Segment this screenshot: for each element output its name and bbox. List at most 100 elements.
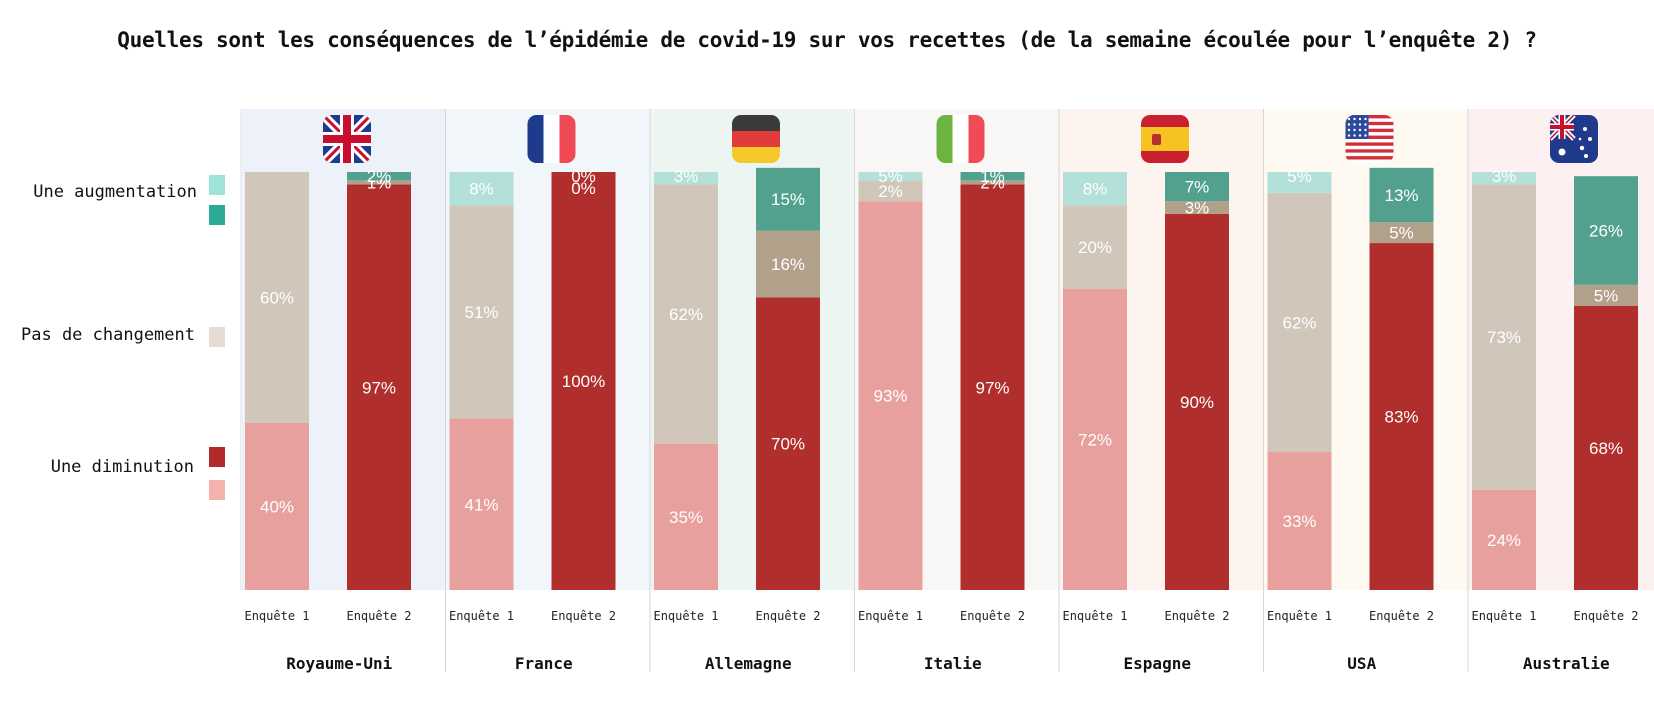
bar-segment-decrease xyxy=(1165,213,1229,591)
data-label: 97% xyxy=(362,378,396,397)
bars: 40% 60% 97% 1% 2% 41% 51% 8% 100% 0%0% 35% 62% 3% 70%… xyxy=(245,167,1638,591)
chart-title: Quelles sont les conséquences de l’épidé… xyxy=(117,28,1537,52)
bar-segment-decrease xyxy=(654,443,718,590)
bar-segment-decrease xyxy=(1267,452,1332,590)
bar-segment-nochange xyxy=(756,230,820,298)
bar-segment-decrease xyxy=(1472,489,1536,590)
bar-segment-nochange xyxy=(1165,201,1229,214)
bar-segment-nochange xyxy=(858,180,923,202)
data-label: 1% xyxy=(980,167,1005,186)
bar-segment-increase xyxy=(756,167,820,231)
bar-segment-increase xyxy=(1369,167,1434,223)
data-label: 7% xyxy=(1185,178,1210,197)
data-label: 97% xyxy=(975,378,1009,397)
bar-segment-increase xyxy=(858,172,923,181)
data-label: 60% xyxy=(260,288,294,307)
survey-label: Enquête 1 xyxy=(244,609,309,623)
country-label: Espagne xyxy=(1124,654,1191,673)
data-label: 100% xyxy=(562,372,605,391)
bar-segment-increase xyxy=(1063,172,1127,206)
survey-label: Enquête 2 xyxy=(755,609,820,623)
data-label: 15% xyxy=(771,190,805,209)
survey-label: Enquête 1 xyxy=(858,609,923,623)
legend: Une augmentation Pas de changement Une d… xyxy=(21,175,225,500)
flag-fr-icon xyxy=(527,115,576,163)
bar-segment-decrease xyxy=(245,422,309,590)
data-label: 70% xyxy=(771,435,805,454)
legend-swatch-increase-1 xyxy=(209,175,225,195)
flag-it-icon xyxy=(936,115,985,163)
data-label: 8% xyxy=(469,180,494,199)
data-label: 90% xyxy=(1180,393,1214,412)
bar-segment-decrease xyxy=(858,201,923,590)
data-label: 2% xyxy=(367,167,392,186)
bar-segment-increase xyxy=(449,172,514,206)
data-label: 2% xyxy=(878,182,903,201)
bar-segment-decrease xyxy=(1063,289,1127,590)
data-label: 20% xyxy=(1078,238,1112,257)
country-label: USA xyxy=(1347,654,1376,673)
legend-swatch-decrease-2 xyxy=(209,480,225,500)
bar-segment-decrease xyxy=(449,418,514,590)
bar-segment-decrease xyxy=(551,172,616,590)
data-label: 8% xyxy=(1083,180,1108,199)
bar-segment-decrease xyxy=(756,297,820,590)
legend-swatch-nochange xyxy=(209,327,225,347)
bar-segment-nochange xyxy=(347,180,411,185)
survey-label: Enquête 2 xyxy=(1369,609,1434,623)
data-label: 3% xyxy=(1185,199,1210,218)
bar-segment-decrease xyxy=(1574,305,1638,590)
data-label: 41% xyxy=(464,495,498,514)
data-label: 73% xyxy=(1487,328,1521,347)
survey-label: Enquête 2 xyxy=(1573,609,1638,623)
country-label: Australie xyxy=(1523,654,1610,673)
country-label: Italie xyxy=(924,654,982,673)
data-label: 40% xyxy=(260,497,294,516)
legend-label-increase: Une augmentation xyxy=(33,182,197,202)
survey-label: Enquête 2 xyxy=(346,609,411,623)
bar-segment-nochange xyxy=(654,184,718,444)
bar-segment-nochange xyxy=(1472,184,1536,490)
bar-segment-increase xyxy=(1472,172,1536,185)
survey-label: Enquête 1 xyxy=(1062,609,1127,623)
flag-uk-icon xyxy=(323,115,371,163)
flags xyxy=(323,115,1598,163)
bar-segment-nochange xyxy=(1267,192,1332,453)
data-label: 62% xyxy=(1282,313,1316,332)
legend-label-nochange: Pas de changement xyxy=(21,325,195,345)
data-label: 26% xyxy=(1589,222,1623,241)
flag-us-icon xyxy=(1345,115,1394,163)
flag-au-icon xyxy=(1550,115,1598,163)
survey-label: Enquête 1 xyxy=(653,609,718,623)
survey-label: Enquête 1 xyxy=(449,609,514,623)
bar-segment-nochange xyxy=(1574,284,1638,306)
legend-swatch-increase-2 xyxy=(209,205,225,225)
data-label: 72% xyxy=(1078,431,1112,450)
bar-segment-increase xyxy=(1165,172,1229,202)
bar-segment-increase xyxy=(960,172,1025,181)
bar-segment-increase xyxy=(347,172,411,181)
data-label: 62% xyxy=(669,305,703,324)
bar-segment-decrease xyxy=(347,184,411,591)
bar-segment-decrease xyxy=(1369,243,1434,590)
data-label: 3% xyxy=(674,167,699,186)
survey-label: Enquête 2 xyxy=(551,609,616,623)
bar-segment-nochange xyxy=(1063,205,1127,290)
survey-label: Enquête 1 xyxy=(1267,609,1332,623)
data-label: 33% xyxy=(1282,512,1316,531)
data-label: 83% xyxy=(1384,408,1418,427)
survey-label: Enquête 1 xyxy=(1471,609,1536,623)
bar-segment-nochange xyxy=(960,180,1025,185)
data-label: 51% xyxy=(464,303,498,322)
country-label: France xyxy=(515,654,573,673)
bar-segment-increase xyxy=(1267,172,1332,193)
data-label: 16% xyxy=(771,255,805,274)
data-label: 3% xyxy=(1492,167,1517,186)
bar-segment-nochange xyxy=(245,172,309,423)
data-label: 5% xyxy=(1594,286,1619,305)
data-label: 68% xyxy=(1589,439,1623,458)
bar-segment-nochange xyxy=(1369,222,1434,244)
data-label: 0% xyxy=(571,179,596,198)
bar-segment-decrease xyxy=(960,184,1025,591)
